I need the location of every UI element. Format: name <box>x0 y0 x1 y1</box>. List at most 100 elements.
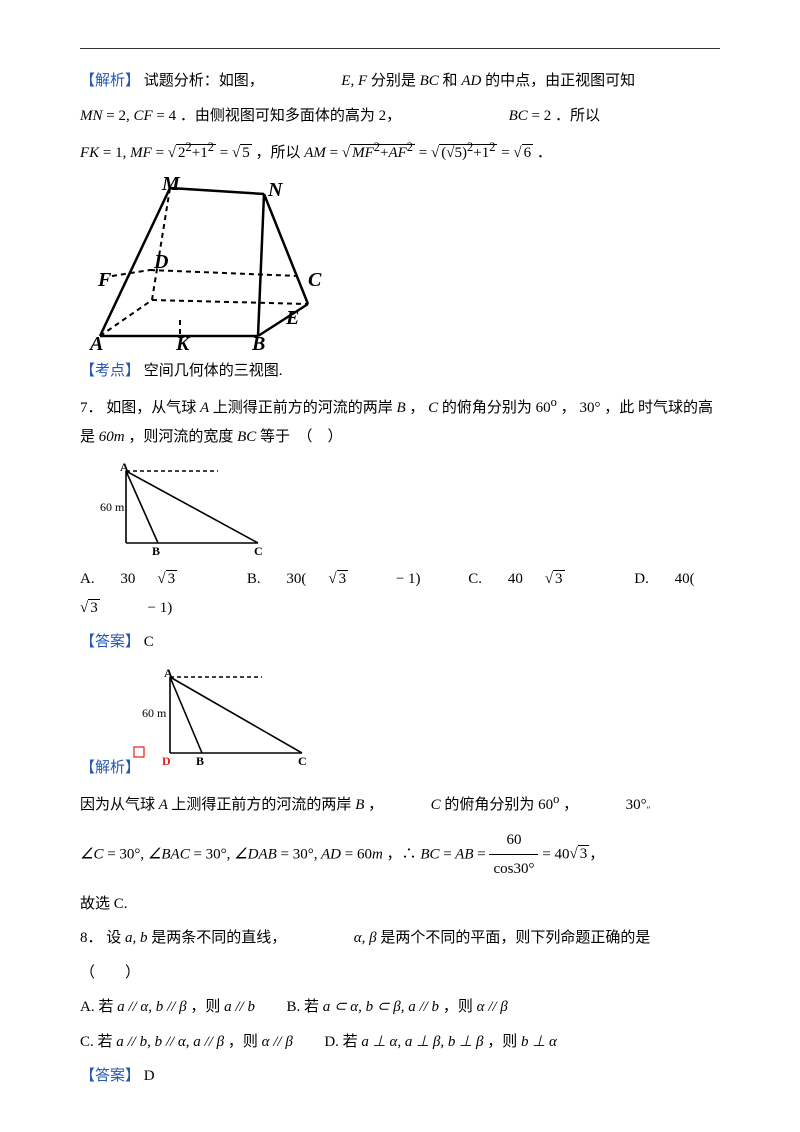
text: ，则河流的宽度 <box>128 429 233 445</box>
q8-optrow1: A. 若 a // α, b // β ，则 a // b B. 若 a ⊂ α… <box>80 993 720 1022</box>
q8-stem: 8． 设 a, b 是两条不同的直线， α, β 是两个不同的平面，则下列命题正… <box>80 924 720 953</box>
text: ，则 <box>228 1034 258 1050</box>
text: ， <box>561 400 576 416</box>
page: 【解析】 试题分析：如图， E, F 分别是 BC 和 AD 的中点，由正视图可… <box>0 0 800 1132</box>
tag-topic: 【考点】 <box>80 363 140 379</box>
math: C <box>428 400 442 416</box>
text: ，则 <box>487 1034 517 1050</box>
text: ，∴ <box>387 846 417 862</box>
text: 和 <box>443 73 458 89</box>
label-C: C <box>298 754 307 768</box>
text: 的中点，由正视图可知 <box>485 73 635 89</box>
label-C: C <box>254 544 263 558</box>
label-B: B <box>251 333 265 351</box>
sqrt: √22+12 <box>168 136 216 168</box>
label-A: A <box>120 460 129 474</box>
opt-label: C. 若 <box>80 1034 113 1050</box>
math: BC = AB = <box>420 846 485 862</box>
opt-label: B. 若 <box>286 999 319 1015</box>
q7-stem: 7． 如图，从气球 A 上测得正前方的河流的两岸 B ， C 的俯角分别为 60… <box>80 391 720 451</box>
sqrt: √6 <box>513 139 533 168</box>
opt-label: D. <box>634 571 649 587</box>
text: 设 <box>106 930 121 946</box>
opt-a: A. 30√3 <box>80 571 221 587</box>
opt-label: D. 若 <box>324 1034 357 1050</box>
text: 分别是 <box>371 73 416 89</box>
q8-paren: （ ） <box>80 959 720 988</box>
sqrt: √(√5)2+12 <box>431 136 497 168</box>
para-2: MN = 2, CF = 4 ．由侧视图可知多面体的高为 2， BC = 2 ．… <box>80 102 720 131</box>
analysis-block: 【解析】 试题分析：如图， E, F 分别是 BC 和 AD 的中点，由正视图可… <box>80 67 720 96</box>
text: ， <box>368 797 383 813</box>
sqrt: √5 <box>232 139 252 168</box>
opt-b: B. 若 a ⊂ α, b ⊂ β, a // b ，则 α // β <box>286 999 507 1015</box>
label-F: F <box>97 269 112 291</box>
label-M: M <box>161 176 181 195</box>
opt-d: D. 若 a ⊥ α, a ⊥ β, b ⊥ β ，则 b ⊥ α <box>324 1034 557 1050</box>
math: FK = 1, MF = <box>80 145 164 161</box>
opt-a: A. 若 a // α, b // β ，则 a // b <box>80 999 259 1015</box>
tri-svg-1: A B C 60 m <box>98 459 273 559</box>
analysis-7: 【解析】 <box>80 754 720 783</box>
text: 是两个不同的平面，则下列命题正确的是 <box>380 930 650 946</box>
qnum: 8． <box>80 930 103 946</box>
math: AM = <box>304 145 338 161</box>
top-rule <box>80 48 720 49</box>
label-C: C <box>308 269 322 291</box>
label-E: E <box>285 307 299 329</box>
text: 上测得正前方的河流的两岸 <box>213 400 393 416</box>
tag-analysis-2: 【解析】 <box>80 760 140 776</box>
figure-triangle-1: A B C 60 m <box>98 459 720 559</box>
opt-label: A. 若 <box>80 999 113 1015</box>
q7-options: A. 30√3 B. 30(√3 − 1) C. 40√3 D. 40(√3 −… <box>80 565 720 622</box>
math: 60m <box>99 429 129 445</box>
math: a, b <box>125 930 151 946</box>
figure-prism: M N D C E A K B F <box>80 176 720 351</box>
text: 的俯角分别为 <box>442 400 532 416</box>
math: = <box>419 145 431 161</box>
text: ，则 <box>190 999 220 1015</box>
text: 如图，从气球 <box>106 400 196 416</box>
opt-label: C. <box>468 571 482 587</box>
opt-b: B. 30(√3 − 1) <box>247 571 443 587</box>
label-h: 60 m <box>142 706 167 720</box>
text: ，所以 <box>255 145 300 161</box>
math: BC <box>237 429 260 445</box>
qnum: 7． <box>80 400 103 416</box>
topic-line: 【考点】 空间几何体的三视图. <box>80 357 720 386</box>
math: MN = 2, CF = 4 <box>80 108 176 124</box>
label-D: D <box>153 251 168 273</box>
label-D: D <box>162 754 171 768</box>
math: = <box>501 145 513 161</box>
label-B: B <box>152 544 160 558</box>
math: 30° <box>579 400 600 416</box>
sqrt: √MF2+AF2 <box>342 136 415 168</box>
answer-7: 【答案】 C <box>80 628 720 657</box>
math: α, β <box>354 930 381 946</box>
text: 故选 C. <box>80 896 128 912</box>
text: ，此 <box>604 400 634 416</box>
math: BC = 2 <box>509 108 552 124</box>
tag-analysis: 【解析】 <box>80 73 140 89</box>
answer-8: 【答案】 D <box>80 1062 720 1091</box>
label-A: A <box>164 666 173 680</box>
text: ．所以 <box>555 108 600 124</box>
label-K: K <box>175 333 191 351</box>
math: 60o <box>538 797 563 813</box>
math: = 40 <box>542 846 569 862</box>
text: ． <box>537 145 552 161</box>
sol7-l2: ∠C = 30°, ∠BAC = 30°, ∠DAB = 30°, AD = 6… <box>80 826 720 884</box>
math: = <box>220 145 232 161</box>
text: 试题分析：如图， <box>144 73 264 89</box>
math: BC <box>420 73 443 89</box>
tag-answer: 【答案】 <box>80 634 140 650</box>
label-B: B <box>196 754 204 768</box>
prism-svg: M N D C E A K B F <box>80 176 336 351</box>
math: 60o <box>536 400 557 416</box>
text: 上测得正前方的河流的两岸 <box>171 797 351 813</box>
math: ∠C = 30°, ∠BAC = 30°, ∠DAB = 30°, AD = 6… <box>80 846 383 862</box>
math: B <box>355 797 368 813</box>
opt-c: C. 40√3 <box>468 571 608 587</box>
tag-answer: 【答案】 <box>80 1068 140 1084</box>
label-h: 60 m <box>100 500 125 514</box>
